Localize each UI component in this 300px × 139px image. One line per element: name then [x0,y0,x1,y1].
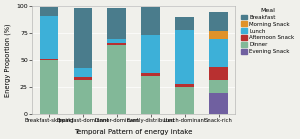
X-axis label: Temporal Pattern of energy intake: Temporal Pattern of energy intake [75,129,193,135]
Bar [209,80,228,93]
Bar [175,84,194,87]
Y-axis label: Energy Proportion (%): Energy Proportion (%) [4,23,11,97]
Bar [209,39,228,67]
Bar [40,16,58,59]
Bar [40,60,58,114]
Bar [175,30,194,84]
Bar [40,59,58,60]
Bar [141,35,160,73]
Bar [107,8,126,39]
Bar [74,77,92,80]
Legend: Breakfast, Morning Snack, Lunch, Afternoon Snack, Dinner, Evening Snack: Breakfast, Morning Snack, Lunch, Afterno… [240,7,296,55]
Bar [209,12,228,31]
Bar [40,7,58,16]
Bar [107,45,126,114]
Bar [175,87,194,114]
Bar [141,76,160,114]
Bar [74,80,92,114]
Bar [209,67,228,80]
Bar [141,73,160,76]
Bar [107,43,126,45]
Bar [74,68,92,77]
Bar [209,93,228,114]
Bar [175,17,194,30]
Bar [141,7,160,35]
Bar [209,31,228,39]
Bar [74,8,92,68]
Bar [107,39,126,43]
